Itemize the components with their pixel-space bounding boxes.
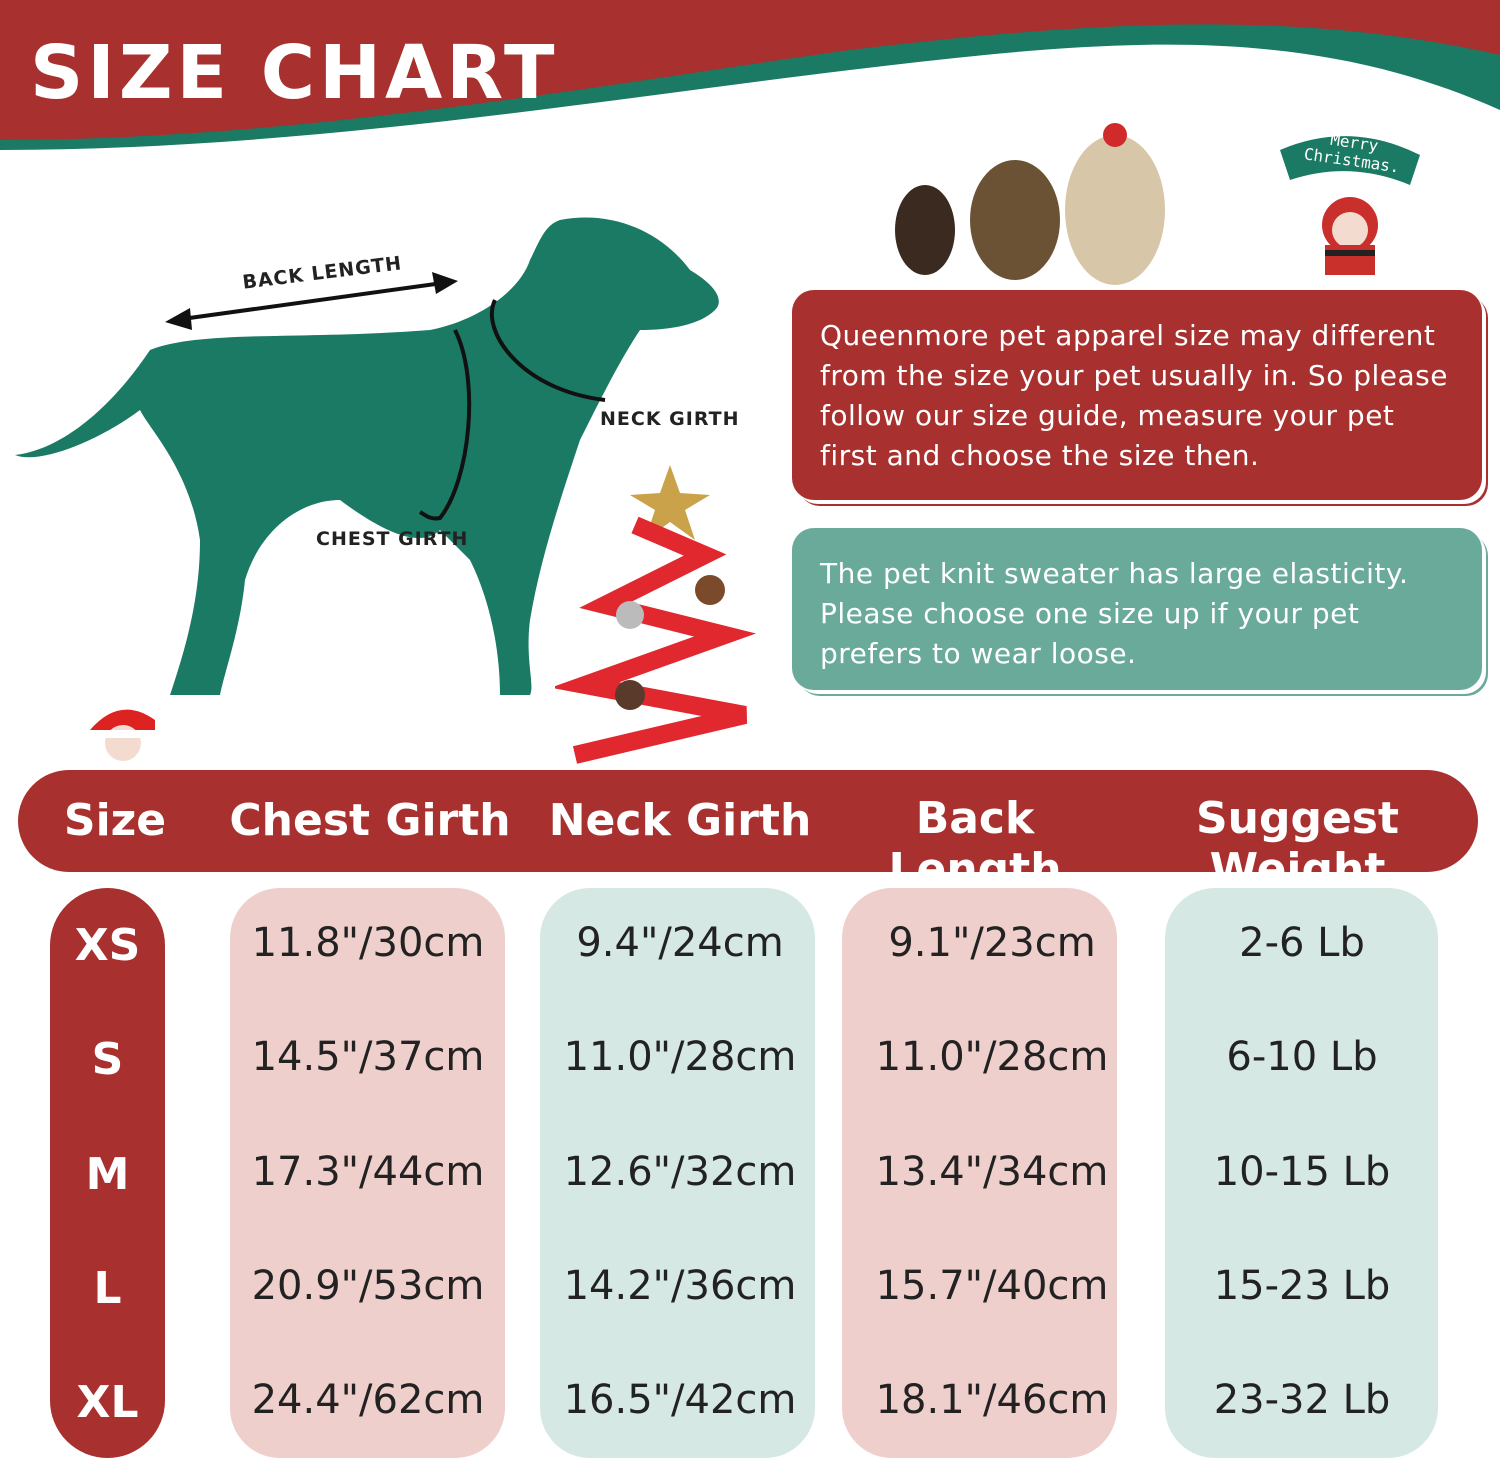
chest-girth-label: CHEST GIRTH	[316, 528, 469, 550]
table-cell: 15-23 Lb	[1213, 1263, 1391, 1309]
chest-girth-column	[230, 888, 505, 1458]
table-cell: 15.7"/40cm	[875, 1263, 1109, 1309]
size-cell: XS	[74, 920, 141, 971]
size-cell: S	[91, 1034, 124, 1085]
suggest-weight-column	[1165, 888, 1438, 1458]
table-cell: 24.4"/62cm	[251, 1377, 485, 1423]
dogs-photo	[895, 123, 1165, 285]
table-cell: 17.3"/44cm	[251, 1149, 485, 1195]
back-length-column	[842, 888, 1117, 1458]
table-cell: 20.9"/53cm	[251, 1263, 485, 1309]
table-cell: 14.2"/36cm	[563, 1263, 797, 1309]
table-cell: 9.4"/24cm	[576, 920, 784, 966]
apparel-size-note: Queenmore pet apparel size may different…	[792, 290, 1482, 500]
dog-silhouette	[15, 217, 719, 695]
page-title: SIZE CHART	[30, 30, 559, 116]
table-cell: 9.1"/23cm	[888, 920, 1096, 966]
table-cell: 11.8"/30cm	[251, 920, 485, 966]
table-cell: 18.1"/46cm	[875, 1377, 1109, 1423]
size-cell: L	[93, 1263, 122, 1314]
elasticity-note: The pet knit sweater has large elasticit…	[792, 528, 1482, 690]
neck-girth-column	[540, 888, 815, 1458]
ribbon-tree-decoration	[555, 465, 757, 764]
table-cell: 16.5"/42cm	[563, 1377, 797, 1423]
table-cell: 11.0"/28cm	[563, 1034, 797, 1080]
table-cell: 2-6 Lb	[1239, 920, 1365, 966]
table-header-bar	[18, 770, 1478, 872]
santa-icon	[1280, 136, 1420, 275]
table-cell: 10-15 Lb	[1213, 1149, 1391, 1195]
size-column	[50, 888, 165, 1458]
table-cell: 13.4"/34cm	[875, 1149, 1109, 1195]
header-suggest-weight: Suggest Weight	[1195, 793, 1400, 895]
table-cell: 12.6"/32cm	[563, 1149, 797, 1195]
table-cell: 11.0"/28cm	[875, 1034, 1109, 1080]
size-cell: XL	[76, 1377, 139, 1428]
header-wave	[0, 0, 1500, 150]
table-cell: 23-32 Lb	[1213, 1377, 1391, 1423]
header-back-length: Back Length	[888, 793, 1062, 895]
size-cell: M	[85, 1149, 130, 1200]
table-cell: 14.5"/37cm	[251, 1034, 485, 1080]
table-cell: 6-10 Lb	[1226, 1034, 1378, 1080]
neck-girth-label: NECK GIRTH	[600, 408, 740, 430]
header-chest-girth: Chest Girth	[229, 795, 511, 846]
santa-peek-icon	[90, 709, 155, 761]
header-size: Size	[63, 795, 167, 846]
header-neck-girth: Neck Girth	[548, 795, 812, 846]
